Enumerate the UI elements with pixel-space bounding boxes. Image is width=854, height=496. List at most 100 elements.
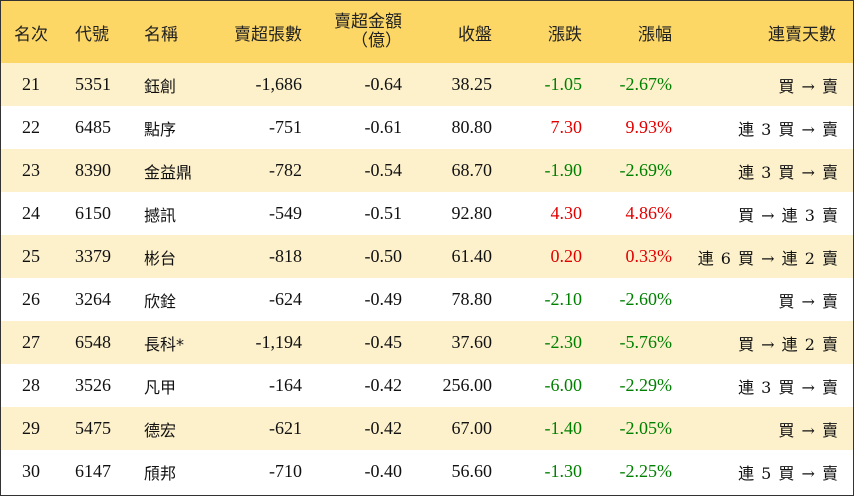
change-pct-cell: 4.86% [625, 203, 673, 223]
net-shares-cell: -751 [269, 117, 302, 137]
net-amount-cell: -0.64 [364, 74, 403, 94]
net-shares-cell: -1,686 [255, 74, 303, 94]
code-cell: 3264 [75, 289, 111, 309]
header-net-sell-amount: 賣超金額 （億） [334, 1, 402, 63]
name-cell: 頎邦 [144, 463, 177, 483]
streak-cell: 連 3 買 → 賣 [738, 377, 839, 397]
net-shares-cell: -164 [269, 375, 302, 395]
change-cell: 0.20 [550, 246, 583, 266]
name-cell: 凡甲 [144, 377, 177, 397]
rank-cell: 23 [22, 160, 40, 180]
table-row: 24 6150 撼訊 -549 -0.51 92.80 4.30 4.86% 買 → 連 3 賣 [1, 192, 853, 235]
table-row: 30 6147 頎邦 -710 -0.40 56.60 -1.30 -2.25% 連 5 買 →… [1, 450, 853, 493]
table-row: 28 3526 凡甲 -164 -0.42 256.00 -6.00 -2.29% 連 3 買 … [1, 364, 853, 407]
net-amount-cell: -0.49 [364, 289, 403, 309]
change-pct-cell: -2.60% [619, 289, 673, 309]
net-amount-cell: -0.45 [364, 332, 403, 352]
rank-cell: 30 [22, 461, 40, 481]
change-cell: 4.30 [550, 203, 583, 223]
code-cell: 6485 [75, 117, 111, 137]
code-cell: 3379 [75, 246, 111, 266]
close-cell: 92.80 [451, 203, 493, 223]
net-shares-cell: -549 [269, 203, 302, 223]
header-name: 名稱 [144, 24, 178, 45]
change-pct-cell: -2.29% [619, 375, 673, 395]
change-pct-cell: -2.05% [619, 418, 673, 438]
table-row: 26 3264 欣銓 -624 -0.49 78.80 -2.10 -2.60% 買 → 賣 [1, 278, 853, 321]
code-cell: 6147 [75, 461, 111, 481]
change-cell: -2.30 [544, 332, 583, 352]
net-amount-cell: -0.40 [364, 461, 403, 481]
change-pct-cell: 0.33% [625, 246, 673, 266]
net-amount-cell: -0.61 [364, 117, 403, 137]
close-cell: 37.60 [451, 332, 493, 352]
streak-cell: 買 → 連 2 賣 [738, 334, 839, 354]
table-row: 21 5351 鈺創 -1,686 -0.64 38.25 -1.05 -2.67% 買 → 賣 [1, 63, 853, 106]
change-cell: 7.30 [550, 117, 583, 137]
table-row: 23 8390 金益鼎 -782 -0.54 68.70 -1.90 -2.69% 連 3 買 … [1, 149, 853, 192]
close-cell: 56.60 [451, 461, 493, 481]
header-change-pct: 漲幅 [638, 24, 672, 45]
change-cell: -1.30 [544, 461, 583, 481]
header-close: 收盤 [458, 24, 492, 45]
name-cell: 彬台 [144, 248, 177, 268]
change-cell: -1.05 [544, 74, 583, 94]
table-row: 22 6485 點序 -751 -0.61 80.80 7.30 9.93% 連 3 買 → 賣 [1, 106, 853, 149]
rank-cell: 27 [22, 332, 40, 352]
name-cell: 德宏 [144, 420, 177, 440]
name-cell: 點序 [144, 119, 177, 139]
close-cell: 256.00 [442, 375, 493, 395]
streak-cell: 連 3 買 → 賣 [738, 119, 839, 139]
streak-cell: 買 → 賣 [778, 420, 839, 440]
header-streak: 連賣天數 [768, 24, 836, 45]
table-row: 27 6548 長科* -1,194 -0.45 37.60 -2.30 -5.76% 買 → … [1, 321, 853, 364]
name-cell: 鈺創 [144, 76, 177, 96]
table-row: 25 3379 彬台 -818 -0.50 61.40 0.20 0.33% 連 6 買 → 連… [1, 235, 853, 278]
close-cell: 68.70 [451, 160, 493, 180]
net-shares-cell: -782 [269, 160, 302, 180]
change-cell: -1.90 [544, 160, 583, 180]
rank-cell: 22 [22, 117, 40, 137]
rank-cell: 21 [22, 74, 40, 94]
code-cell: 5475 [75, 418, 111, 438]
net-shares-cell: -621 [269, 418, 302, 438]
streak-cell: 連 3 買 → 賣 [738, 162, 839, 182]
rank-cell: 28 [22, 375, 40, 395]
rank-cell: 24 [22, 203, 40, 223]
code-cell: 3526 [75, 375, 111, 395]
table-row: 29 5475 德宏 -621 -0.42 67.00 -1.40 -2.05% 買 → 賣 [1, 407, 853, 450]
streak-cell: 買 → 賣 [778, 291, 839, 311]
code-cell: 6548 [75, 332, 111, 352]
rank-cell: 29 [22, 418, 40, 438]
code-cell: 5351 [75, 74, 111, 94]
close-cell: 78.80 [451, 289, 493, 309]
rank-cell: 25 [22, 246, 40, 266]
net-shares-cell: -624 [269, 289, 302, 309]
header-change: 漲跌 [548, 24, 582, 45]
streak-cell: 買 → 連 3 賣 [738, 205, 839, 225]
header-net-sell-amount-unit: （億） [351, 31, 402, 51]
close-cell: 61.40 [451, 246, 493, 266]
name-cell: 撼訊 [144, 205, 177, 225]
table-header: 名次 代號 名稱 賣超張數 賣超金額 （億） 收盤 漲跌 漲幅 連賣天數 [1, 1, 853, 63]
code-cell: 6150 [75, 203, 111, 223]
header-net-sell-amount-label: 賣超金額 [334, 12, 402, 32]
change-cell: -6.00 [544, 375, 583, 395]
change-pct-cell: -2.67% [619, 74, 673, 94]
close-cell: 80.80 [451, 117, 493, 137]
header-net-sell-shares: 賣超張數 [234, 24, 302, 45]
change-cell: -1.40 [544, 418, 583, 438]
header-code: 代號 [75, 24, 109, 45]
rank-cell: 26 [22, 289, 40, 309]
change-pct-cell: -2.25% [619, 461, 673, 481]
code-cell: 8390 [75, 160, 111, 180]
change-pct-cell: -5.76% [619, 332, 673, 352]
name-cell: 欣銓 [144, 291, 177, 311]
close-cell: 67.00 [451, 418, 493, 438]
net-shares-cell: -818 [269, 246, 302, 266]
name-cell: 金益鼎 [144, 162, 193, 182]
streak-cell: 連 5 買 → 賣 [738, 463, 839, 483]
close-cell: 38.25 [451, 74, 493, 94]
net-amount-cell: -0.54 [364, 160, 403, 180]
